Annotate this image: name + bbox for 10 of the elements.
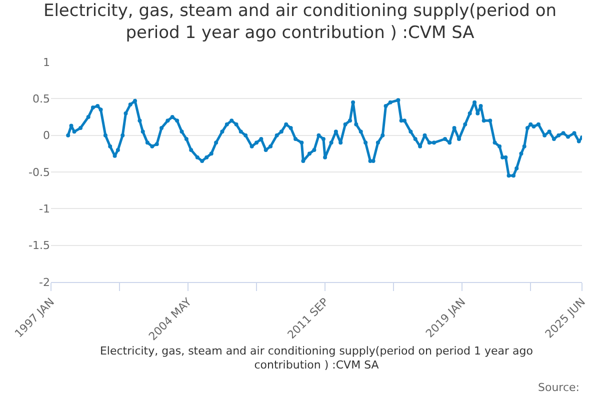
- source-note: Source:: [538, 381, 580, 394]
- y-tick-label: -0.5: [28, 166, 50, 179]
- y-tick-label: 0.5: [32, 92, 50, 106]
- y-tick-label: 0: [43, 129, 50, 142]
- y-tick-label: 1: [43, 56, 50, 69]
- y-tick-label: -2: [39, 276, 50, 289]
- chart-title: Electricity, gas, steam and air conditioning supply(period on period 1 year ago contribution ) :CVM SA: [43, 1, 557, 44]
- x-axis-title: Electricity, gas, steam and air conditioning supply(period on period 1 year ago contribution ) :CVM SA: [100, 344, 534, 372]
- y-tick-label: -1: [39, 202, 50, 216]
- y-tick-label: -1.5: [28, 239, 50, 252]
